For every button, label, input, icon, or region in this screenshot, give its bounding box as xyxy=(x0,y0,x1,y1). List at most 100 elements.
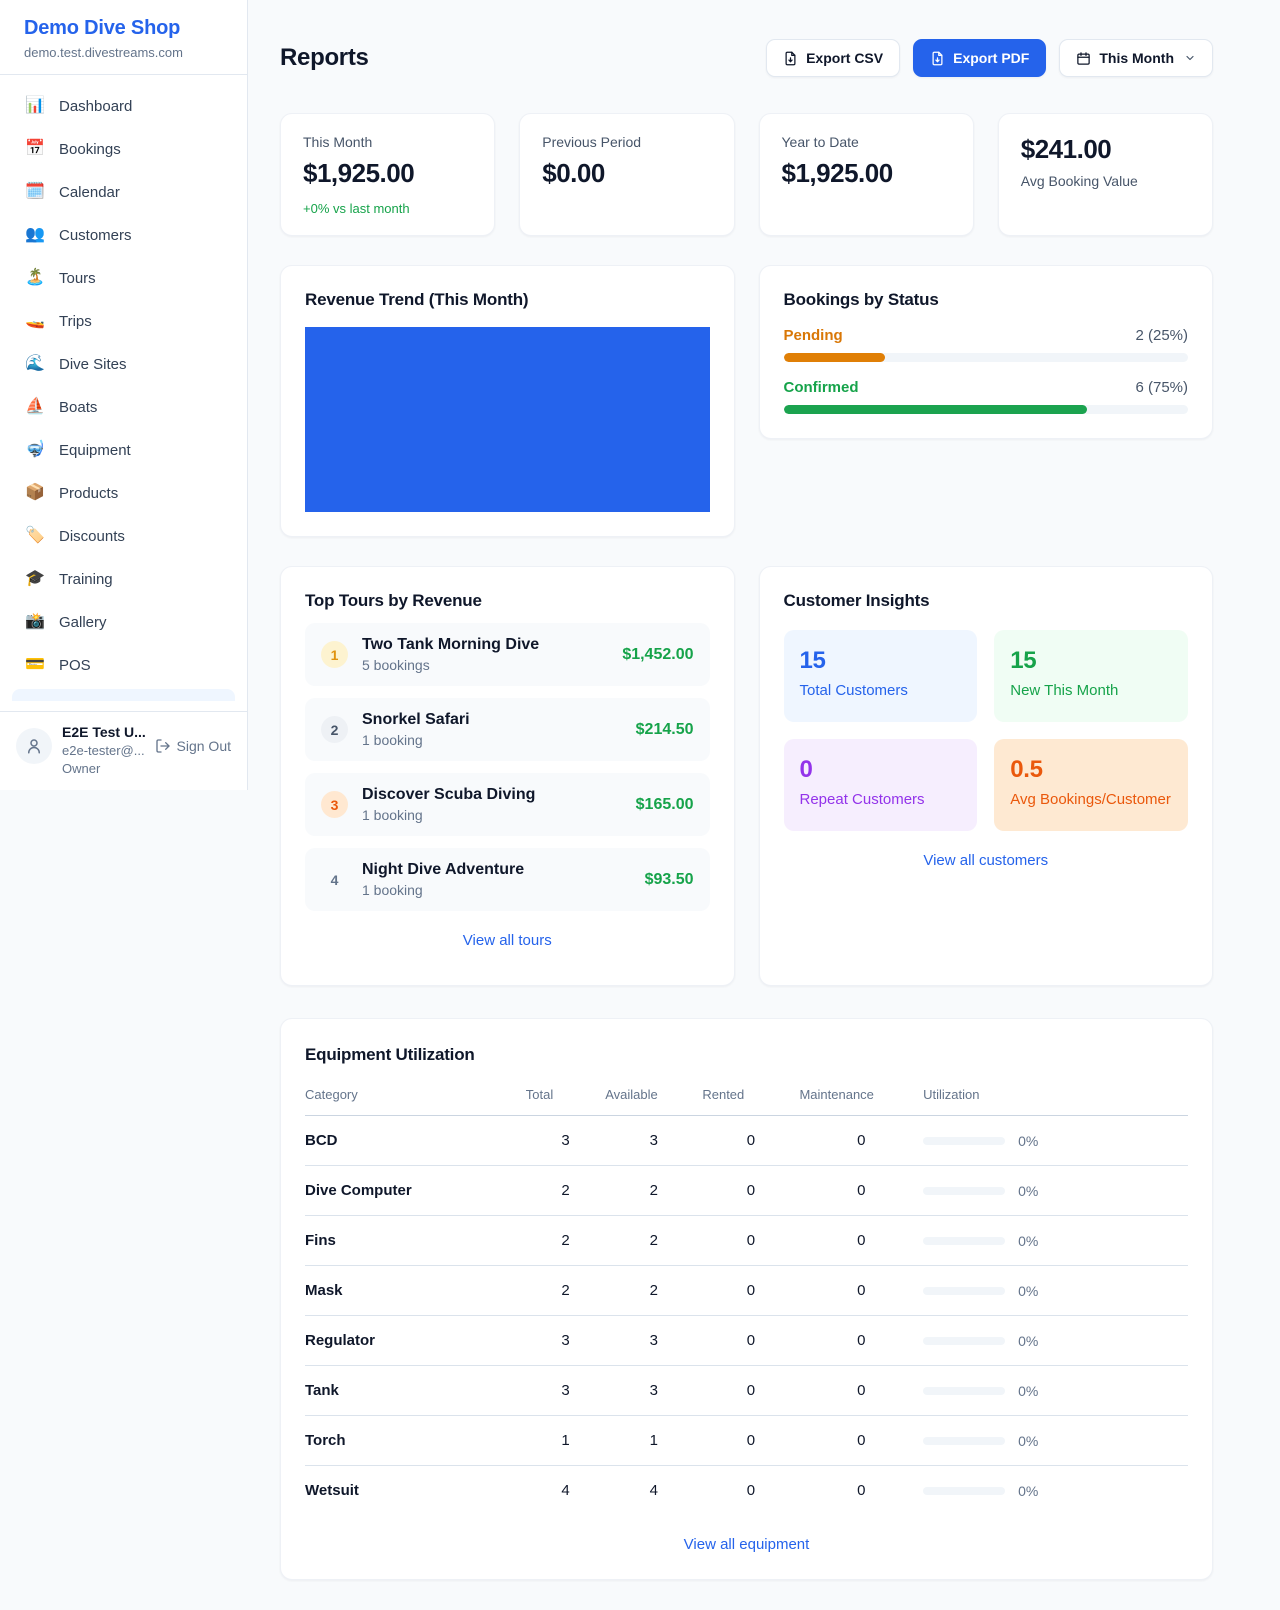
revenue-trend-card: Revenue Trend (This Month) xyxy=(280,265,735,538)
user-name: E2E Test U... xyxy=(62,724,146,740)
sidebar-item-label: Products xyxy=(59,484,119,502)
user-footer: E2E Test U... e2e-tester@... Owner Sign … xyxy=(0,711,247,790)
stat-card-this-month: This Month $1,925.00 +0% vs last month xyxy=(280,113,496,237)
tile-label: Avg Bookings/Customer xyxy=(1010,791,1171,809)
tile-new-this-month: 15 New This Month xyxy=(994,630,1188,723)
export-csv-button[interactable]: Export CSV xyxy=(766,39,901,78)
sidebar-nav: 📊 Dashboard 📅 Bookings 🗓️ Calendar 👥 Cus… xyxy=(0,75,247,711)
grad-cap-icon: 🎓 xyxy=(25,570,45,587)
tile-value: 0.5 xyxy=(1010,756,1043,784)
stat-label: Year to Date xyxy=(781,134,859,151)
table-row: Regulator 3 3 0 0 0% xyxy=(305,1315,1188,1367)
tile-total-customers: 15 Total Customers xyxy=(783,630,978,723)
table-row: Mask 2 2 0 0 0% xyxy=(305,1265,1188,1317)
sidebar-item-reports-active-clipped[interactable] xyxy=(12,689,235,701)
bar-chart-icon: 📊 xyxy=(25,97,45,114)
header-actions: Export CSV Export PDF This Month xyxy=(766,39,1213,78)
utilization-bar xyxy=(923,1286,1006,1295)
tour-bookings: 1 booking xyxy=(362,882,423,899)
logout-icon xyxy=(155,739,170,753)
list-item: 1 Two Tank Morning Dive 5 bookings $1,45… xyxy=(305,623,710,687)
list-item: 2 Snorkel Safari 1 booking $214.50 xyxy=(305,698,710,762)
sidebar-item-customers[interactable]: 👥 Customers xyxy=(12,216,235,254)
tour-amount: $214.50 xyxy=(635,720,694,738)
insights-row: Top Tours by Revenue 1 Two Tank Morning … xyxy=(280,566,1213,987)
sign-out-button[interactable]: Sign Out xyxy=(155,738,231,754)
page-title: Reports xyxy=(280,44,369,72)
tour-bookings: 5 bookings xyxy=(362,657,430,674)
utilization-bar xyxy=(923,1386,1006,1395)
column-header: Total xyxy=(525,1077,606,1117)
sidebar-item-trips[interactable]: 🚤 Trips xyxy=(12,302,235,340)
table-row: Dive Computer 2 2 0 0 0% xyxy=(305,1165,1188,1217)
tile-value: 15 xyxy=(799,647,826,675)
view-all-customers-link[interactable]: View all customers xyxy=(923,852,1049,870)
column-header: Category xyxy=(305,1077,526,1117)
sidebar-item-pos[interactable]: 💳 POS xyxy=(12,646,235,684)
sidebar-item-bookings[interactable]: 📅 Bookings xyxy=(12,130,235,168)
person-icon xyxy=(28,739,40,754)
calendar-icon: 📅 xyxy=(25,140,45,157)
brand-block: Demo Dive Shop demo.test.divestreams.com xyxy=(0,0,247,75)
sidebar-item-products[interactable]: 📦 Products xyxy=(12,474,235,512)
user-meta: E2E Test U... e2e-tester@... Owner xyxy=(62,724,146,776)
table-row: BCD 3 3 0 0 0% xyxy=(305,1115,1188,1167)
sidebar-item-tours[interactable]: 🏝️ Tours xyxy=(12,259,235,297)
period-dropdown[interactable]: This Month xyxy=(1059,39,1213,78)
sidebar-item-label: Dive Sites xyxy=(59,355,127,373)
view-all-tours-link[interactable]: View all tours xyxy=(462,932,552,950)
panel-title: Revenue Trend (This Month) xyxy=(305,290,529,310)
status-row-pending: Pending 2 (25%) xyxy=(783,327,1188,363)
tile-value: 0 xyxy=(799,756,813,784)
tour-name: Night Dive Adventure xyxy=(362,861,525,879)
tour-name: Two Tank Morning Dive xyxy=(362,636,540,654)
export-csv-label: Export CSV xyxy=(806,50,884,67)
sidebar-item-discounts[interactable]: 🏷️ Discounts xyxy=(12,517,235,555)
sidebar-item-label: Discounts xyxy=(59,527,125,545)
tour-amount: $93.50 xyxy=(644,870,694,888)
stat-value: $1,925.00 xyxy=(781,158,894,189)
sailboat-icon: ⛵ xyxy=(25,398,45,415)
sidebar-item-label: Gallery xyxy=(59,613,107,631)
equipment-table: Category Total Available Rented Maintena… xyxy=(305,1077,1188,1515)
sidebar: Demo Dive Shop demo.test.divestreams.com… xyxy=(0,0,248,790)
sidebar-item-equipment[interactable]: 🤿 Equipment xyxy=(12,431,235,469)
stat-card-year-to-date: Year to Date $1,925.00 xyxy=(758,113,974,237)
brand-name: Demo Dive Shop xyxy=(24,17,181,39)
tour-name: Discover Scuba Diving xyxy=(362,786,536,804)
user-email: e2e-tester@... xyxy=(62,743,145,758)
customer-insights-card: Customer Insights 15 Total Customers 15 … xyxy=(758,566,1213,987)
panel-title: Equipment Utilization xyxy=(305,1045,475,1065)
package-icon: 📦 xyxy=(25,484,45,501)
stat-value: $0.00 xyxy=(542,158,605,189)
sidebar-item-calendar[interactable]: 🗓️ Calendar xyxy=(12,173,235,211)
stat-label: Previous Period xyxy=(542,134,642,151)
sidebar-item-dashboard[interactable]: 📊 Dashboard xyxy=(12,87,235,125)
status-label: Confirmed xyxy=(783,379,859,397)
file-download-icon xyxy=(932,51,943,65)
panel-title: Bookings by Status xyxy=(783,290,939,310)
tile-label: New This Month xyxy=(1010,682,1119,700)
user-role: Owner xyxy=(62,761,101,776)
sidebar-item-label: POS xyxy=(59,656,91,674)
progress-fill-pending xyxy=(783,353,885,363)
progress-fill-confirmed xyxy=(783,405,1087,415)
sidebar-item-training[interactable]: 🎓 Training xyxy=(12,560,235,598)
camera-icon: 📸 xyxy=(25,613,45,630)
tour-amount: $1,452.00 xyxy=(622,645,694,663)
panel-title: Top Tours by Revenue xyxy=(305,591,482,611)
column-header: Utilization xyxy=(923,1077,1188,1117)
stat-card-avg-booking-value: $241.00 Avg Booking Value xyxy=(997,113,1213,237)
tile-label: Repeat Customers xyxy=(799,791,925,809)
progress-track xyxy=(783,405,1188,415)
view-all-equipment-link[interactable]: View all equipment xyxy=(683,1536,810,1554)
panel-title: Customer Insights xyxy=(783,591,930,611)
utilization-bar xyxy=(923,1486,1006,1495)
sidebar-item-boats[interactable]: ⛵ Boats xyxy=(12,388,235,426)
sidebar-item-dive-sites[interactable]: 🌊 Dive Sites xyxy=(12,345,235,383)
rank-badge: 2 xyxy=(321,716,348,744)
sidebar-item-gallery[interactable]: 📸 Gallery xyxy=(12,603,235,641)
sidebar-item-label: Bookings xyxy=(59,140,121,158)
export-pdf-button[interactable]: Export PDF xyxy=(913,39,1047,78)
file-download-icon xyxy=(785,51,796,65)
